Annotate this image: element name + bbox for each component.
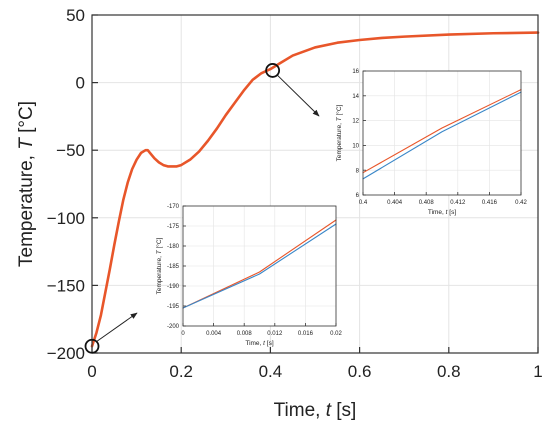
main-x-axis-label: Time, t [s]: [274, 400, 357, 421]
inset-mid-series-line: [362, 91, 522, 180]
inset-start-ytick-label: -185: [167, 264, 180, 270]
inset-mid-axes: 0.4 0.404 0.408 0.412 0.416 0.42 6 8 10 12 14 16 Tim…: [335, 69, 527, 216]
inset-mid-ytick-label: 6: [356, 193, 360, 199]
main-ytick-label: −150: [47, 276, 85, 295]
inset-start-ytick-label: -195: [167, 304, 180, 310]
inset-mid-ytick-label: 16: [352, 69, 359, 75]
main-xtick-label: 0.6: [348, 362, 372, 381]
inset-mid-frame: [362, 70, 522, 196]
main-xtick-label: 0.2: [169, 362, 193, 381]
inset-start-y-axis-label: Temperature, T [°C]: [155, 237, 163, 294]
inset-mid-ytick-label: 8: [356, 168, 360, 174]
main-xtick-label: 0.4: [259, 362, 283, 381]
main-frame: [91, 14, 539, 354]
zoom-marker-circle: [265, 63, 281, 78]
inset-mid-xtick-label: 0.408: [419, 200, 435, 206]
main-y-axis-label: Temperature, T [°C]: [16, 101, 37, 267]
inset-start-xtick-label: 0.016: [298, 331, 314, 337]
inset-start-ytick-label: -200: [167, 324, 180, 330]
inset-mid-ytick-label: 12: [352, 119, 359, 125]
zoom-marker-circle: [84, 338, 100, 354]
inset-start-xtick-label: 0.008: [237, 331, 253, 337]
inset-mid-ytick-label: 14: [352, 94, 359, 100]
inset-mid-ytick-label: 10: [352, 144, 359, 150]
main-xtick-label: 0.8: [437, 362, 461, 381]
inset-start-series-line: [182, 223, 337, 309]
inset-start-series-line: [182, 219, 337, 309]
main-ytick-label: −100: [47, 209, 85, 228]
zoom-arrow-start: [96, 312, 138, 342]
zoom-arrow-mid: [277, 75, 320, 117]
main-xtick-label: 1: [533, 362, 542, 381]
inset-mid-xtick-label: 0.4: [359, 200, 368, 206]
inset-mid-x-axis-label: Time, t [s]: [428, 209, 457, 216]
inset-start-xtick-label: 0.004: [206, 331, 222, 337]
inset-start-ytick-label: -175: [167, 224, 180, 230]
main-xtick-label: 0: [87, 362, 96, 381]
inset-start-x-axis-label: Time, t [s]: [245, 340, 274, 347]
inset-start-xtick-label: 0.012: [267, 331, 283, 337]
inset-mid-xtick-label: 0.404: [387, 200, 403, 206]
inset-start-xtick-label: 0.02: [330, 331, 342, 337]
inset-mid-xtick-label: 0.416: [482, 200, 498, 206]
inset-mid-plot-area: [363, 71, 521, 195]
main-ytick-label: 50: [66, 6, 85, 25]
inset-start-ytick-label: -180: [167, 244, 180, 250]
inset-start-xtick-label: 0: [181, 331, 185, 337]
main-series-line: [90, 31, 540, 348]
inset-mid-y-axis-label: Temperature, T [°C]: [335, 104, 343, 161]
inset-start-ytick-label: -190: [167, 284, 180, 290]
inset-mid-xtick-label: 0.42: [515, 200, 527, 206]
inset-mid-xtick-label: 0.412: [450, 200, 466, 206]
main-ytick-label: 0: [76, 74, 85, 93]
inset-mid-series-line: [362, 89, 522, 174]
inset-start-ytick-label: -170: [167, 204, 180, 210]
inset-start-axes: 0 0.004 0.008 0.012 0.016 0.02 -200 -195 -190 -18…: [155, 204, 342, 347]
main-ytick-label: −200: [47, 344, 85, 363]
main-ytick-label: −50: [56, 141, 85, 160]
